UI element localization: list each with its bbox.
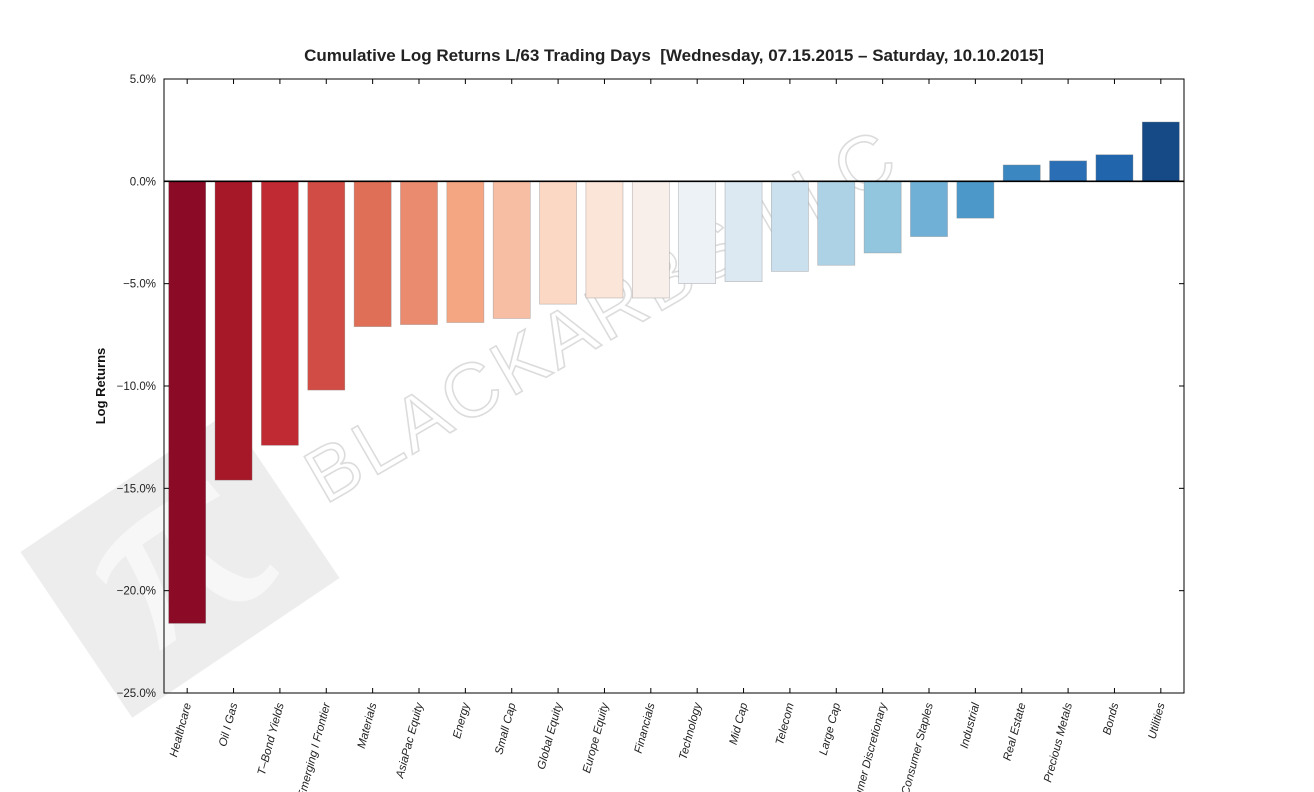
x-tick-label: Small Cap <box>493 701 518 756</box>
bar-small-cap <box>492 181 531 319</box>
y-axis-label: Log Returns <box>93 348 108 425</box>
x-tick-label: Oil I Gas <box>217 701 240 748</box>
x-tick-label: Real Estate <box>1002 702 1029 763</box>
y-tick-label: −25.0% <box>117 688 156 700</box>
x-tick-label: Industrial <box>959 701 983 750</box>
x-tick-label: AsiaPac Equity <box>394 700 426 780</box>
x-tick-label: Consumer Discretionary <box>846 700 890 792</box>
bar-precious-metals <box>1049 160 1087 182</box>
x-tick-label: Precious Metals <box>1042 701 1075 783</box>
bar-industrial <box>956 181 995 219</box>
y-tick-label: −5.0% <box>123 279 156 291</box>
x-tick-label: T–Bond Yields <box>256 701 287 776</box>
x-tick-label: Technology <box>677 700 704 761</box>
bar-energy <box>446 181 485 323</box>
x-tick-label: Bonds <box>1101 701 1121 736</box>
bar-mid-cap <box>724 181 763 282</box>
bar-consumer-discretionary <box>863 181 902 254</box>
bar-asiapac-equity <box>400 181 438 325</box>
bars <box>168 121 1180 624</box>
x-tick-label: Mid Cap <box>728 701 751 746</box>
bar-large-cap <box>817 181 856 266</box>
x-tick-label: Materials <box>356 701 380 749</box>
bar-emerging-i-frontier <box>307 181 346 391</box>
bar-materials <box>353 181 392 327</box>
x-tick-label: Financials <box>633 701 658 754</box>
x-tick-label: Europe Equity <box>581 700 612 774</box>
bar-consumer-staples <box>910 181 948 237</box>
bar-financials <box>631 181 670 299</box>
bar-telecom <box>771 181 809 272</box>
y-tick-label: −15.0% <box>117 483 156 495</box>
bar-bonds <box>1095 154 1134 182</box>
x-tick-label: Emerging I Frontier <box>296 701 333 792</box>
x-tick-label: Utilities <box>1147 701 1168 740</box>
x-tick-label: Consumer Staples <box>900 701 936 792</box>
x-tick-label: Large Cap <box>818 701 844 757</box>
x-tick-label: Energy <box>451 700 472 740</box>
x-tick-label: Healthcare <box>168 702 194 759</box>
x-tick-label: Telecom <box>774 701 797 746</box>
y-axis: 5.0% 0.0% −5.0% −10.0% −15.0% −20.0% −25.0% <box>117 74 1184 700</box>
bar-real-estate <box>1002 164 1041 182</box>
bar-oil-i-gas <box>214 181 253 481</box>
bar-technology <box>678 181 717 284</box>
bar-utilities <box>1141 121 1180 182</box>
x-tick-label: Global Equity <box>536 700 566 770</box>
bar-europe-equity <box>585 181 624 299</box>
bar-global-equity <box>539 181 577 305</box>
bar-t-bond-yields <box>261 181 299 446</box>
bar-healthcare <box>168 181 207 624</box>
y-tick-label: 0.0% <box>130 176 156 188</box>
y-tick-label: 5.0% <box>130 74 156 86</box>
y-tick-label: −10.0% <box>117 381 156 393</box>
chart-title: Cumulative Log Returns L/63 Trading Days… <box>304 46 1044 65</box>
y-tick-label: −20.0% <box>117 586 156 598</box>
